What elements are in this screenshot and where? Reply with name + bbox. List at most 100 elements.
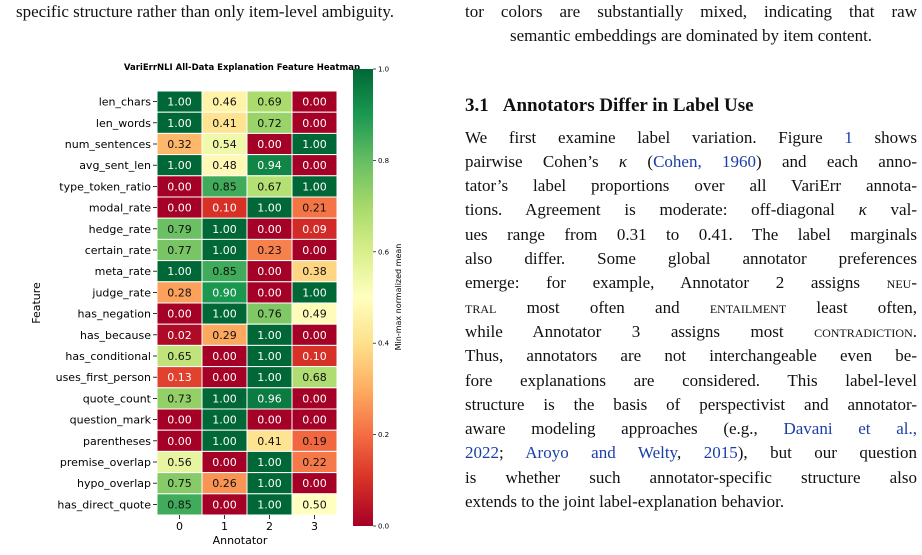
citation-link[interactable]: Davani et al.,	[783, 419, 917, 439]
cell-value: 0.00	[167, 414, 192, 427]
cell-value: 0.09	[302, 223, 327, 236]
text-span: also differ. Some global annotator prefe…	[465, 249, 917, 269]
cell-value: 1.00	[302, 286, 327, 299]
cell-value: 1.00	[167, 265, 192, 278]
heatmap-cells: 1.00 0.46 0.69 0.00 1.00 0.41 0.72 0.00 0.32 0.54…	[156, 90, 338, 516]
row-label: question_mark	[70, 414, 152, 427]
text-span: tral	[465, 297, 497, 317]
paragraph-line: pairwise Cohen’s κ (Cohen, 1960) and eac…	[465, 150, 917, 174]
row-label: parentheses	[83, 435, 151, 448]
cell-value: 0.21	[302, 202, 327, 215]
cell-value: 0.79	[167, 223, 192, 236]
text-span: ues range from 0.31 to 0.41. The label m…	[465, 224, 917, 244]
cell-value: 1.00	[302, 138, 327, 151]
text-span: .	[912, 321, 917, 341]
colorbar	[353, 69, 373, 526]
cell-value: 0.00	[257, 138, 282, 151]
text-span: val-	[866, 200, 917, 220]
row-label: len_words	[96, 117, 151, 130]
paragraph-line: while Annotator 3 assigns most contradic…	[465, 320, 917, 344]
cell-value: 0.69	[257, 96, 282, 109]
cell-value: 1.00	[302, 180, 327, 193]
cell-value: 1.00	[257, 477, 282, 490]
cell-value: 0.32	[167, 138, 192, 151]
row-label: has_direct_quote	[57, 498, 151, 511]
y-axis-label: Feature	[30, 282, 43, 324]
colorbar-tick-label: 0.2	[378, 431, 389, 439]
cell-value: 0.00	[302, 244, 327, 257]
section-paragraph: We first examine label variation. Figure…	[465, 126, 917, 515]
row-label: premise_overlap	[60, 456, 151, 469]
cell-value: 0.75	[167, 477, 192, 490]
citation-link[interactable]: 2015	[703, 443, 738, 463]
text-span: (	[627, 151, 654, 171]
cell-value: 0.46	[212, 96, 237, 109]
cell-value: 0.00	[212, 498, 237, 511]
cell-value: 1.00	[167, 96, 192, 109]
cell-value: 1.00	[212, 414, 237, 427]
cell-value: 0.96	[257, 392, 282, 405]
text-span: ), but our question	[737, 443, 918, 463]
cell-value: 1.00	[167, 117, 192, 130]
paragraph-line: also differ. Some global annotator prefe…	[465, 247, 917, 271]
cell-value: 0.00	[212, 371, 237, 384]
colorbar-tick-label: 0.8	[378, 157, 389, 165]
cell-value: 1.00	[212, 435, 237, 448]
left-text-line: specific structure rather than only item…	[16, 2, 394, 21]
row-label: certain_rate	[85, 244, 151, 257]
text-span: emerge: for example, Annotator 2 assigns	[465, 273, 887, 293]
paragraph-line: tral most often and entailment least oft…	[465, 296, 917, 320]
colorbar-tick-label: 0.6	[378, 248, 390, 256]
citation-link[interactable]: 1	[844, 127, 853, 147]
citation-link[interactable]: Aroyo and Welty	[525, 443, 677, 463]
cell-value: 0.67	[257, 180, 282, 193]
column-labels: 0 1 2 3	[176, 515, 318, 533]
text-span: tator’s label proportions over all VariE…	[465, 176, 917, 196]
cell-value: 0.19	[302, 435, 327, 448]
cell-value: 1.00	[212, 244, 237, 257]
paragraph-line: Thus, annotators are not interchangeable…	[465, 344, 917, 368]
colorbar-ticks: 0.0 0.2 0.4 0.6 0.8 1.0	[373, 66, 390, 531]
cell-value: 1.00	[257, 202, 282, 215]
cell-value: 0.00	[212, 456, 237, 469]
cell-value: 0.00	[257, 265, 282, 278]
cell-value: 0.00	[167, 435, 192, 448]
cell-value: 0.00	[302, 117, 327, 130]
row-label: num_sentences	[65, 138, 151, 151]
cell-value: 1.00	[257, 350, 282, 363]
cell-value: 0.77	[167, 244, 192, 257]
cell-value: 0.00	[257, 286, 282, 299]
cell-value: 0.73	[167, 392, 192, 405]
text-span: while Annotator 3 assigns most	[465, 321, 815, 341]
cell-value: 0.00	[302, 414, 327, 427]
right-column: tor colors are substantially mixed, indi…	[465, 0, 917, 514]
row-label: has_conditional	[65, 350, 151, 363]
cell-value: 0.00	[302, 159, 327, 172]
cell-value: 0.48	[212, 159, 237, 172]
cell-value: 0.94	[257, 159, 282, 172]
paragraph-line: 2022; Aroyo and Welty, 2015), but our qu…	[465, 441, 917, 465]
cell-value: 0.85	[212, 265, 237, 278]
paragraph-line: tator’s label proportions over all VariE…	[465, 174, 917, 198]
text-span: We first examine label variation. Figure	[465, 127, 845, 147]
colorbar-tick-label: 0.4	[378, 340, 390, 348]
citation-link[interactable]: 2022	[465, 443, 499, 463]
cell-value: 1.00	[212, 223, 237, 236]
paragraph-line: ues range from 0.31 to 0.41. The label m…	[465, 223, 917, 247]
x-axis-label: Annotator	[213, 534, 268, 547]
cell-value: 0.26	[212, 477, 237, 490]
section-title: Annotators Differ in Label Use	[502, 94, 754, 116]
chart-title: VariErrNLI All-Data Explanation Feature …	[124, 63, 360, 73]
cell-value: 0.29	[212, 329, 237, 342]
row-label: has_because	[80, 329, 151, 342]
cell-value: 0.10	[212, 202, 237, 215]
citation-link[interactable]: Cohen, 1960	[653, 151, 757, 171]
cell-value: 0.50	[302, 498, 327, 511]
row-label: avg_sent_len	[79, 159, 151, 172]
right-text-line: tor colors are substantially mixed, indi…	[465, 2, 917, 21]
text-span: neu-	[886, 273, 917, 293]
cell-value: 0.00	[257, 414, 282, 427]
cell-value: 0.00	[212, 350, 237, 363]
colorbar-tick-label: 1.0	[378, 66, 389, 74]
cell-value: 0.00	[302, 329, 327, 342]
